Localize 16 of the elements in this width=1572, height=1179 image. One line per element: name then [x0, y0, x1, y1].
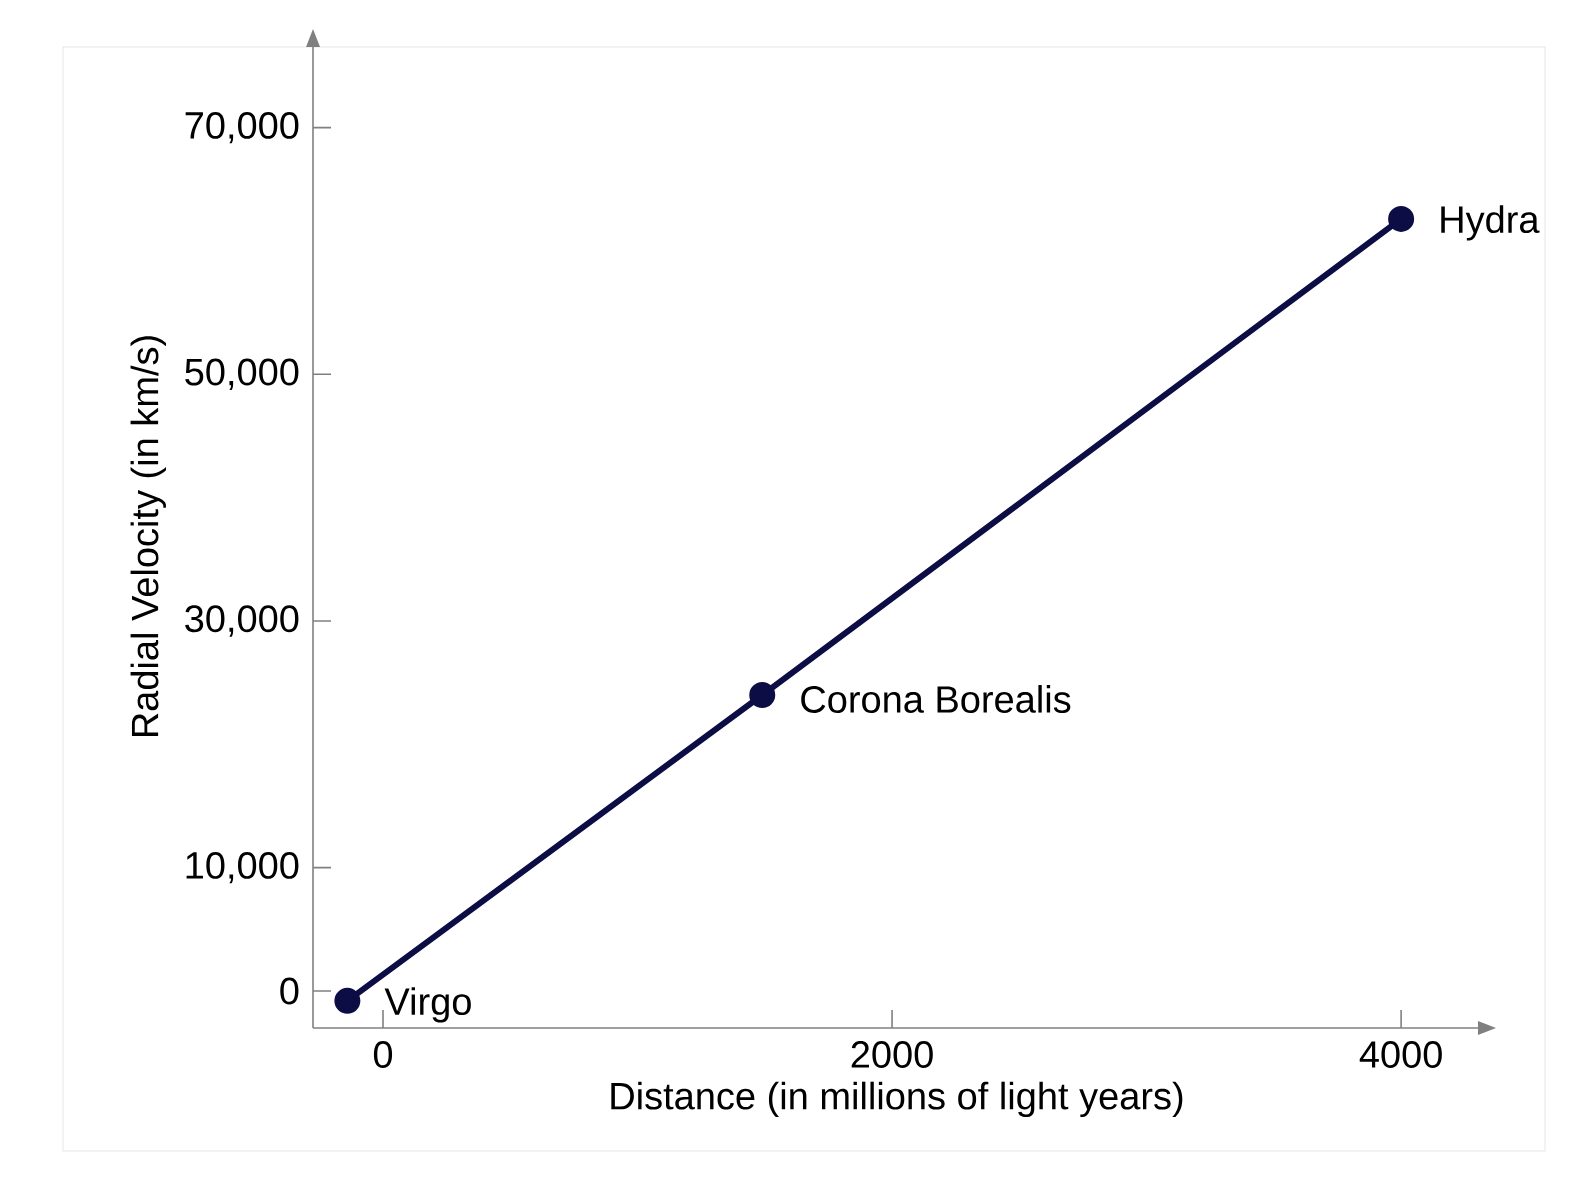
y-axis-title: Radial Velocity (in km/s) — [130, 336, 166, 737]
point — [1388, 205, 1415, 232]
x-axis-title: Distance (in millions of light years) — [611, 1081, 1183, 1118]
x-tick-label: 4000 — [1359, 1041, 1442, 1068]
y-tick-label: 10,000 — [186, 851, 299, 884]
y-tick-label: 30,000 — [185, 605, 299, 637]
annotation: Hydra — [1441, 205, 1540, 241]
y-tick-label: 70,000 — [185, 111, 299, 144]
x-tick-label: 0 — [373, 1041, 393, 1068]
y-tick-label: 0 — [280, 977, 299, 1005]
x-tick-label: 2000 — [851, 1041, 933, 1068]
point — [334, 987, 361, 1014]
annotation: Corona Borealis — [801, 685, 1071, 713]
point — [749, 681, 776, 708]
annotation: Virgo — [384, 987, 471, 1023]
y-tick-label: 50,000 — [185, 358, 299, 391]
